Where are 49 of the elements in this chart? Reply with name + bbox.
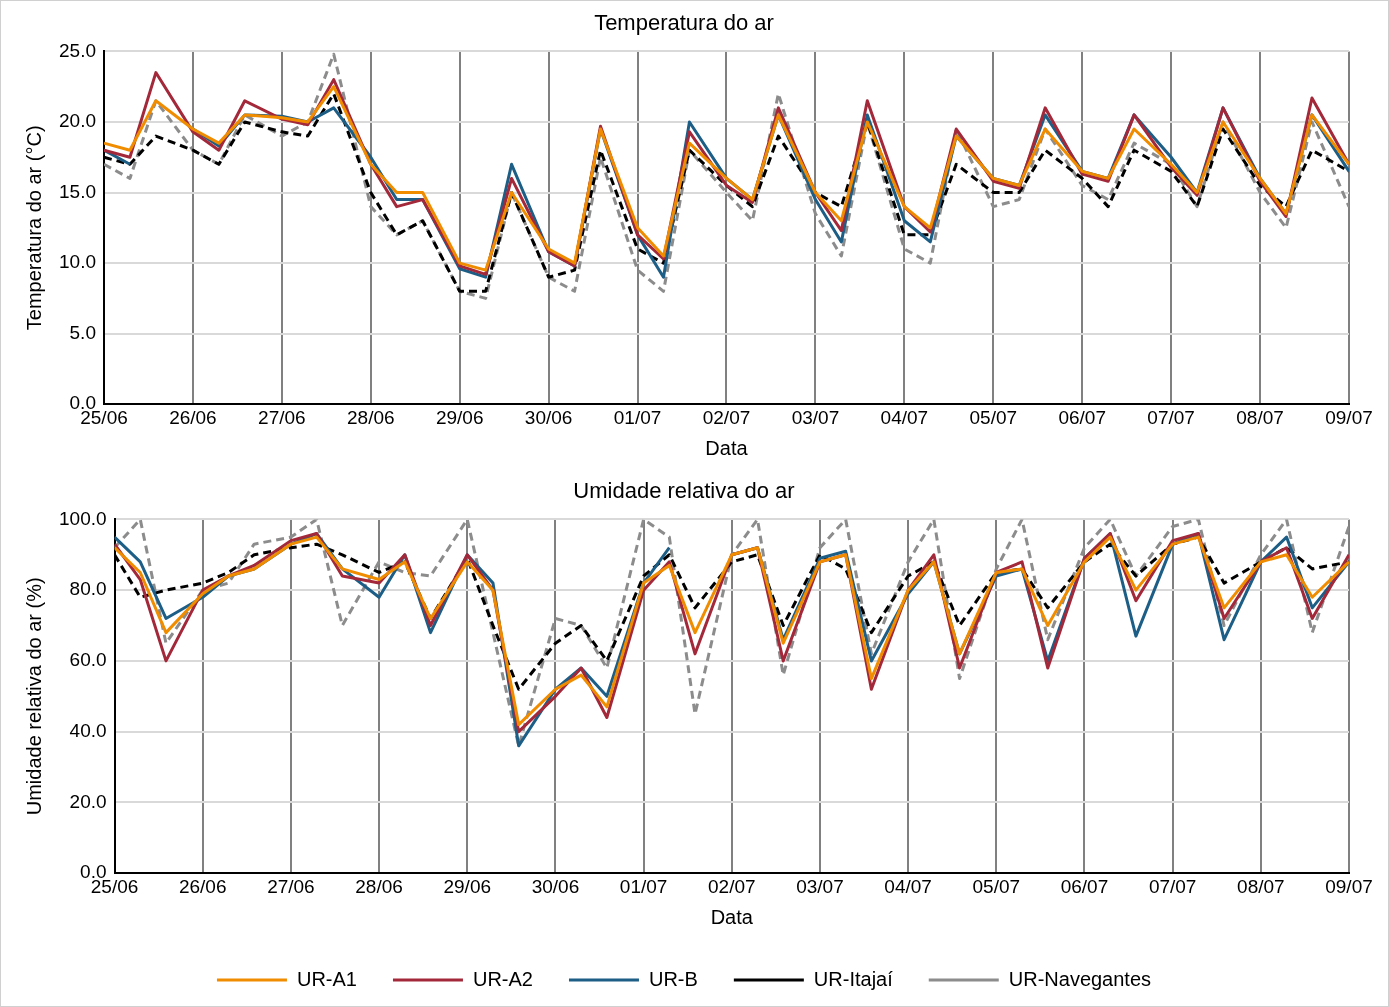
legend-label: UR-Navegantes bbox=[1008, 967, 1152, 990]
y-tick-label: 20.0 bbox=[69, 790, 107, 812]
x-tick-label: 03/07 bbox=[796, 875, 844, 897]
chart-title: Umidade relativa do ar bbox=[573, 478, 795, 504]
x-tick-label: 02/07 bbox=[702, 406, 751, 428]
x-tick-label: 08/07 bbox=[1236, 406, 1284, 428]
legend-label: UR-A1 bbox=[296, 967, 357, 990]
x-tick-label: 09/07 bbox=[1325, 406, 1373, 428]
x-tick-label: 26/06 bbox=[169, 406, 217, 428]
x-tick-label: 30/06 bbox=[531, 875, 580, 897]
x-tick-label: 02/07 bbox=[708, 875, 756, 897]
y-tick-label: 20.0 bbox=[59, 110, 96, 132]
y-axis-title: Temperatura do ar (°C) bbox=[22, 125, 45, 331]
y-tick-label: 80.0 bbox=[69, 578, 107, 600]
x-tick-label: 07/07 bbox=[1147, 406, 1195, 428]
x-axis-title: Data bbox=[710, 905, 754, 928]
x-tick-label: 05/07 bbox=[972, 875, 1021, 897]
x-tick-label: 27/06 bbox=[258, 406, 306, 428]
y-tick-label: 25.0 bbox=[59, 39, 96, 61]
x-tick-label: 04/07 bbox=[880, 406, 929, 428]
y-tick-label: 5.0 bbox=[69, 321, 96, 343]
x-axis-title: Data bbox=[705, 436, 749, 459]
x-tick-label: 05/07 bbox=[969, 406, 1018, 428]
x-tick-label: 03/07 bbox=[791, 406, 840, 428]
x-tick-label: 07/07 bbox=[1148, 875, 1197, 897]
x-tick-label: 06/07 bbox=[1060, 875, 1109, 897]
x-tick-label: 28/06 bbox=[355, 875, 403, 897]
y-tick-label: 10.0 bbox=[59, 251, 96, 273]
x-tick-label: 29/06 bbox=[443, 875, 492, 897]
x-tick-label: 30/06 bbox=[524, 406, 573, 428]
x-tick-label: 27/06 bbox=[267, 875, 315, 897]
legend-label: UR-Itajaí bbox=[813, 967, 894, 990]
y-tick-label: 60.0 bbox=[69, 649, 107, 671]
x-tick-label: 28/06 bbox=[347, 406, 395, 428]
x-tick-label: 01/07 bbox=[619, 875, 668, 897]
x-tick-label: 09/07 bbox=[1325, 875, 1373, 897]
legend-label: UR-A2 bbox=[472, 967, 533, 990]
x-tick-label: 26/06 bbox=[178, 875, 227, 897]
y-tick-label: 15.0 bbox=[59, 180, 96, 202]
x-tick-label: 29/06 bbox=[435, 406, 484, 428]
legend-label: UR-B bbox=[648, 967, 698, 990]
y-axis-title: Umidade relativa do ar (%) bbox=[22, 577, 45, 816]
x-tick-label: 06/07 bbox=[1058, 406, 1106, 428]
x-tick-label: 08/07 bbox=[1237, 875, 1285, 897]
y-tick-label: 40.0 bbox=[69, 719, 107, 741]
y-tick-label: 100.0 bbox=[59, 507, 107, 529]
x-tick-label: 01/07 bbox=[613, 406, 662, 428]
x-tick-label: 04/07 bbox=[884, 875, 932, 897]
chart-title: Temperatura do ar bbox=[594, 10, 774, 36]
